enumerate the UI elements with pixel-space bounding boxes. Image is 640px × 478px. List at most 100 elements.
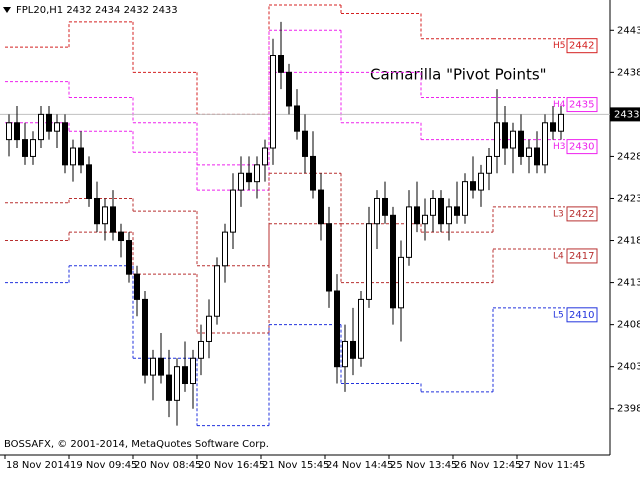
- x-tick-label: 19 Nov 09:45: [70, 460, 137, 471]
- pivot-name: L4: [553, 251, 564, 261]
- pivot-box: [566, 307, 598, 323]
- y-tick-label: 2413: [617, 278, 640, 289]
- x-tick-label: 27 Nov 11:45: [518, 460, 585, 471]
- candle-body: [198, 340, 204, 359]
- pivot-value: 2422: [569, 209, 594, 220]
- candle-body: [422, 214, 428, 225]
- x-tick-label: 24 Nov 14:45: [326, 460, 393, 471]
- candle-body: [70, 147, 76, 166]
- candle-body: [78, 147, 84, 166]
- candle-body: [406, 206, 412, 258]
- candle-body: [382, 197, 388, 216]
- pivot-value: 2410: [569, 310, 594, 321]
- candle-body: [398, 256, 404, 309]
- candle-body: [190, 357, 196, 385]
- pivot-name: L3: [553, 209, 564, 219]
- candle-body: [246, 172, 252, 183]
- x-tick-label: 25 Nov 13:45: [390, 460, 457, 471]
- candle-body: [374, 197, 380, 225]
- pivot-box: [566, 206, 598, 222]
- candle-body: [470, 181, 476, 191]
- candle-body: [166, 374, 172, 401]
- pivot-box: [566, 139, 598, 155]
- candle-body: [550, 122, 556, 132]
- price-box: [610, 107, 640, 122]
- candle-body: [62, 122, 68, 166]
- candle-body: [94, 197, 100, 225]
- candle-body: [230, 189, 236, 233]
- x-tick-label: 21 Nov 15:45: [262, 460, 329, 471]
- candle-body: [446, 206, 452, 225]
- candle-body: [462, 181, 468, 216]
- candle-body: [478, 172, 484, 191]
- candle-body: [350, 340, 356, 359]
- y-tick-label: 2423: [617, 193, 640, 204]
- candle-body: [518, 130, 524, 157]
- candle-body: [286, 71, 292, 107]
- candle-body: [430, 197, 436, 216]
- candle-body: [102, 206, 108, 225]
- candle-body: [294, 105, 300, 132]
- pivot-name: H4: [553, 100, 566, 110]
- candle-body: [238, 172, 244, 191]
- pivot-box: [566, 248, 598, 264]
- candle-body: [262, 147, 268, 166]
- candle-body: [310, 155, 316, 191]
- candle-body: [254, 164, 260, 183]
- candle-body: [126, 240, 132, 275]
- candle-body: [502, 122, 508, 149]
- y-tick-label: 2438: [617, 67, 640, 78]
- y-tick-label: 2443: [617, 25, 640, 36]
- candle-body: [438, 197, 444, 225]
- pivot-box: [566, 38, 598, 54]
- candle-body: [278, 55, 284, 73]
- candle-body: [326, 223, 332, 292]
- candle-body: [174, 366, 180, 401]
- candle-body: [142, 298, 148, 376]
- candle-body: [30, 139, 36, 157]
- footer: BOSSAFX, © 2001-2014, MetaQuotes Softwar…: [4, 439, 269, 450]
- candle-body: [14, 122, 20, 141]
- candle-body: [510, 130, 516, 149]
- candle-body: [46, 113, 52, 132]
- y-tick-label: 2398: [617, 404, 640, 415]
- menu-triangle: [3, 7, 11, 13]
- candle-body: [110, 206, 116, 233]
- candle-body: [54, 122, 60, 132]
- candle-body: [206, 315, 212, 342]
- candle-body: [494, 122, 500, 157]
- candle-body: [270, 55, 276, 149]
- price-label: 2433: [614, 109, 639, 120]
- y-tick-label: 2428: [617, 151, 640, 162]
- candle-body: [214, 265, 220, 317]
- candle-body: [366, 223, 372, 300]
- chart-title: FPL20,H1 2432 2434 2432 2433: [16, 5, 178, 16]
- pivot-name: H3: [553, 142, 566, 152]
- candle-body: [534, 147, 540, 166]
- candle-body: [414, 206, 420, 225]
- candle-body: [118, 231, 124, 242]
- candle-body: [22, 139, 28, 157]
- candle-body: [334, 290, 340, 368]
- pivot-value: 2430: [569, 142, 594, 153]
- candle-body: [486, 155, 492, 174]
- annotation: Camarilla "Pivot Points": [370, 66, 547, 84]
- candle-body: [558, 113, 564, 132]
- candle-body: [150, 357, 156, 376]
- candle-body: [222, 231, 228, 267]
- x-tick-label: 20 Nov 16:45: [198, 460, 265, 471]
- candle-body: [38, 113, 44, 141]
- x-tick-label: 26 Nov 12:45: [454, 460, 521, 471]
- candle-body: [86, 164, 92, 199]
- pivot-name: H5: [553, 41, 566, 51]
- candle-body: [390, 214, 396, 309]
- candle-body: [182, 366, 188, 385]
- x-tick-label: 20 Nov 08:45: [134, 460, 201, 471]
- pivot-name: L5: [553, 310, 564, 320]
- candle-body: [542, 122, 548, 166]
- y-tick-label: 2408: [617, 320, 640, 331]
- x-tick-label: 18 Nov 2014: [6, 460, 70, 471]
- pivot-value: 2417: [569, 251, 594, 262]
